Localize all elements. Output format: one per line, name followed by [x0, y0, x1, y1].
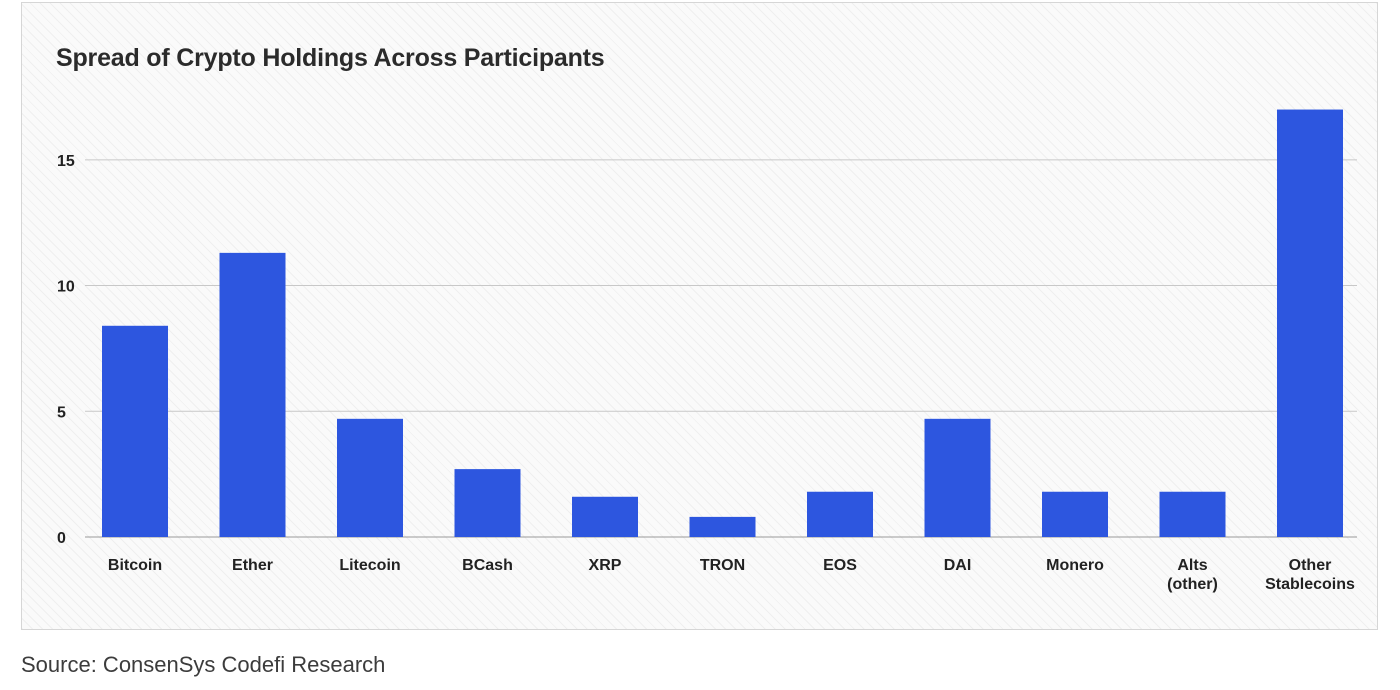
- bar-bitcoin: [102, 325, 168, 537]
- y-tick-label: 15: [57, 153, 75, 170]
- y-tick-label: 10: [57, 279, 75, 296]
- bar-monero: [1042, 491, 1108, 537]
- bar-litecoin: [337, 418, 403, 537]
- source-note: Source: ConsenSys Codefi Research: [21, 652, 386, 677]
- x-tick-label: BCash: [462, 557, 513, 574]
- bar-ether: [219, 252, 286, 537]
- x-tick-label: Alts (other): [1167, 557, 1218, 593]
- bar-eos: [807, 491, 873, 537]
- x-tick-label: Ether: [232, 557, 273, 574]
- bar-dai: [924, 418, 991, 537]
- bar-tron: [689, 516, 756, 537]
- x-tick-label: Other Stablecoins: [1265, 557, 1355, 593]
- x-tick-label: DAI: [944, 557, 972, 574]
- bar-bcash: [454, 469, 521, 537]
- bars: [102, 109, 1343, 538]
- bar-other-stablecoins: [1277, 109, 1343, 538]
- y-tick-label: 5: [57, 404, 66, 421]
- x-tick-label: EOS: [823, 557, 857, 574]
- x-tick-label: TRON: [700, 557, 745, 574]
- y-axis-ticks: 0 5 10 15: [57, 153, 75, 547]
- bar-alts-other: [1159, 491, 1226, 537]
- x-tick-label: Bitcoin: [108, 557, 162, 574]
- bar-xrp: [572, 496, 638, 537]
- y-tick-label: 0: [57, 530, 66, 547]
- x-axis-ticks: Bitcoin Ether Litecoin BCash XRP TRON EOS DAI Mo…: [108, 557, 1355, 593]
- x-tick-label: Monero: [1046, 557, 1104, 574]
- x-tick-label: XRP: [589, 557, 622, 574]
- bar-chart: 0 5 10 15 Bitcoin Ether Litecoin BCash XRP TRON E…: [57, 109, 1357, 593]
- chart-title: Spread of Crypto Holdings Across Partici…: [56, 44, 605, 72]
- x-tick-label: Litecoin: [339, 557, 400, 574]
